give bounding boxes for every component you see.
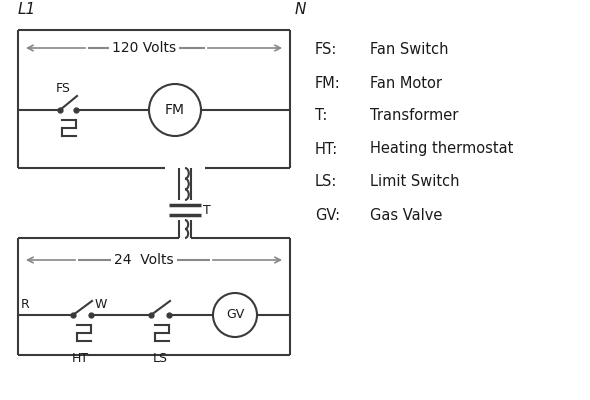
Text: FM: FM [165,103,185,117]
Text: N: N [295,2,306,18]
Text: Fan Switch: Fan Switch [370,42,448,58]
Text: Gas Valve: Gas Valve [370,208,442,222]
Text: T: T [203,204,211,216]
Text: HT: HT [71,352,88,366]
Text: FM:: FM: [315,76,341,90]
Text: LS: LS [152,352,168,366]
Text: Fan Motor: Fan Motor [370,76,442,90]
Text: GV:: GV: [315,208,340,222]
Text: 24  Volts: 24 Volts [114,253,174,267]
Text: Transformer: Transformer [370,108,458,124]
Text: Heating thermostat: Heating thermostat [370,142,513,156]
Text: GV: GV [226,308,244,322]
Text: FS:: FS: [315,42,337,58]
Text: L1: L1 [18,2,36,18]
Text: FS: FS [55,82,70,94]
Text: W: W [95,298,107,311]
Text: 120 Volts: 120 Volts [112,41,176,55]
Text: LS:: LS: [315,174,337,190]
Text: T:: T: [315,108,327,124]
Text: R: R [21,298,30,311]
Text: HT:: HT: [315,142,338,156]
Text: Limit Switch: Limit Switch [370,174,460,190]
